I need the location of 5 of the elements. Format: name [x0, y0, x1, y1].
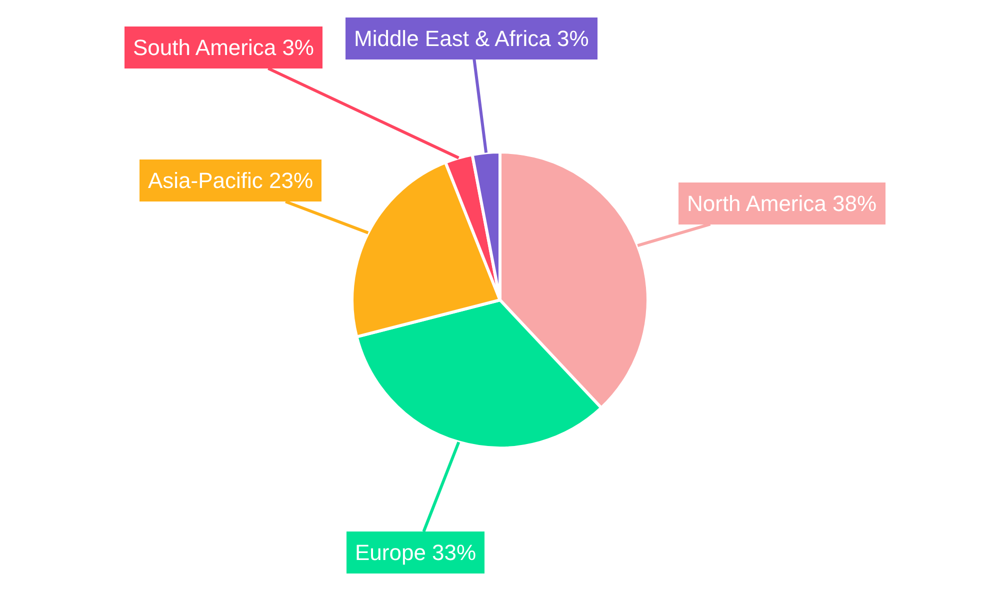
slice-label: North America 38% — [687, 191, 877, 216]
slice-label: Europe 33% — [355, 540, 476, 565]
slice-label: Middle East & Africa 3% — [354, 26, 589, 51]
slice-label: South America 3% — [133, 35, 314, 60]
slice-label: Asia-Pacific 23% — [148, 168, 314, 193]
